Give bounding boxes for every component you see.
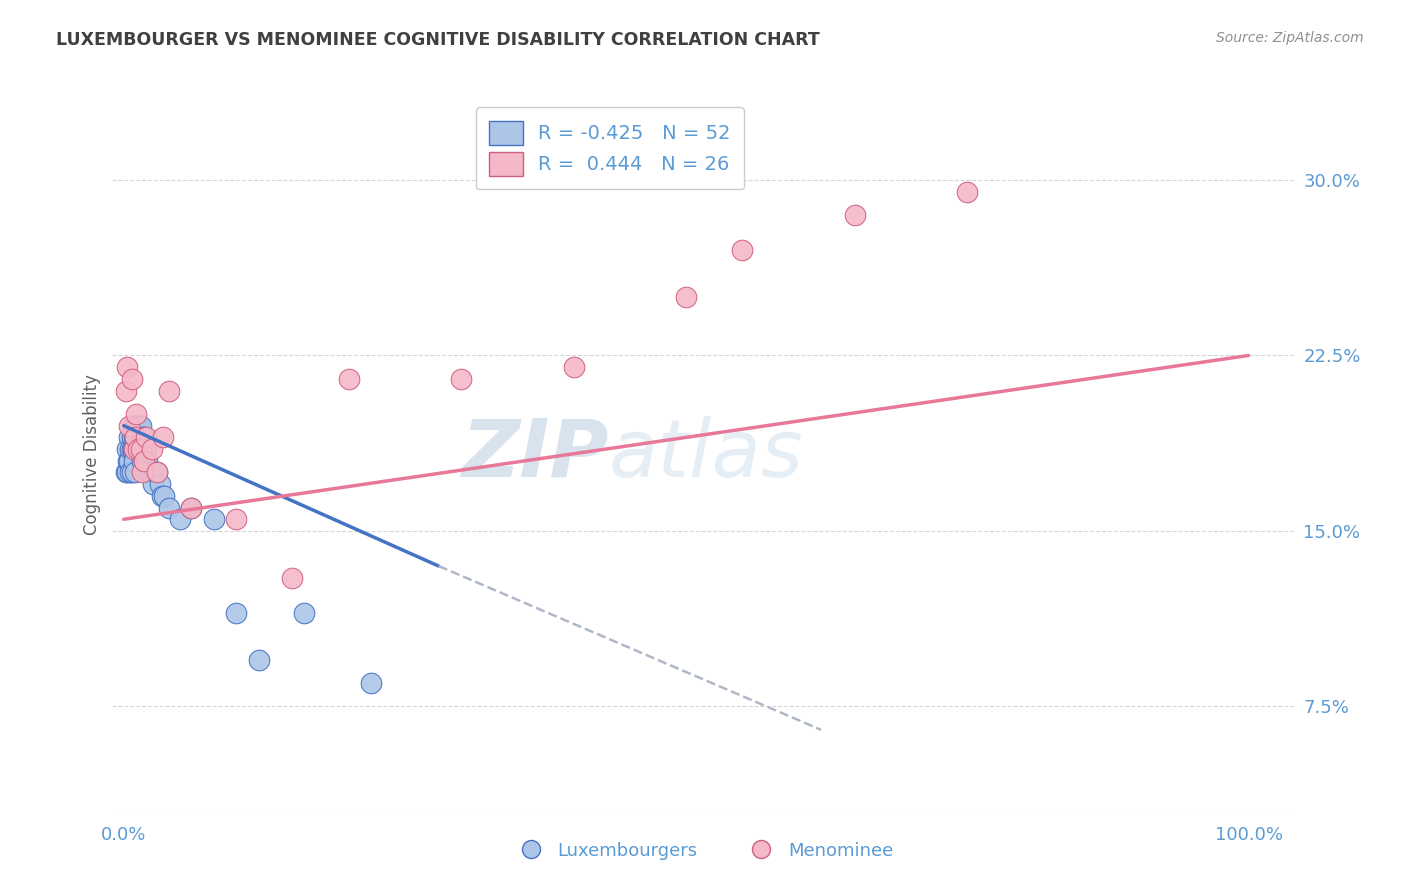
Point (131, 430, 153, 444)
Point (121, 442, 143, 456)
Point (115, 466, 138, 480)
Point (117, 454, 139, 468)
Point (121, 442, 143, 456)
Point (118, 454, 141, 468)
Point (135, 430, 157, 444)
Point (202, 512, 225, 526)
Point (135, 442, 157, 456)
Point (121, 372, 143, 386)
Point (132, 454, 155, 468)
Point (731, 243, 754, 257)
Point (122, 442, 145, 456)
Point (122, 454, 145, 468)
Point (157, 500, 180, 515)
Point (124, 418, 146, 433)
Point (128, 418, 150, 433)
Point (149, 477, 172, 491)
Point (131, 454, 153, 468)
Point (127, 442, 149, 456)
Point (124, 442, 146, 456)
Point (118, 430, 141, 444)
Point (127, 442, 149, 456)
Point (146, 466, 169, 480)
Point (132, 430, 155, 444)
Point (139, 466, 162, 480)
Point (127, 442, 149, 456)
Y-axis label: Cognitive Disability: Cognitive Disability (83, 375, 101, 535)
Point (134, 442, 156, 456)
Point (360, 676, 382, 690)
Point (675, 290, 697, 304)
Point (132, 454, 155, 468)
Point (157, 384, 180, 398)
Point (127, 418, 149, 433)
Point (118, 418, 141, 433)
Text: atlas: atlas (609, 416, 803, 494)
Point (115, 442, 138, 456)
Point (128, 442, 150, 456)
Point (281, 571, 304, 585)
Point (115, 466, 138, 480)
Point (120, 442, 142, 456)
Point (136, 454, 159, 468)
Point (122, 430, 145, 444)
Point (146, 466, 169, 480)
Point (150, 489, 173, 503)
Point (131, 466, 153, 480)
Point (132, 442, 155, 456)
Text: 100.0%: 100.0% (1215, 826, 1282, 844)
Point (225, 512, 247, 526)
Point (129, 418, 152, 433)
Text: Source: ZipAtlas.com: Source: ZipAtlas.com (1216, 31, 1364, 45)
Point (138, 466, 160, 480)
Point (180, 500, 202, 515)
Point (125, 418, 148, 433)
Point (127, 418, 149, 433)
Point (152, 430, 174, 444)
Text: 0.0%: 0.0% (101, 826, 146, 844)
Point (121, 418, 143, 433)
Point (225, 606, 247, 620)
Point (141, 442, 163, 456)
Point (844, 208, 866, 222)
Point (129, 442, 152, 456)
Point (125, 407, 148, 421)
Point (450, 372, 472, 386)
Text: ZIP: ZIP (461, 416, 609, 494)
Point (956, 185, 979, 199)
Point (124, 430, 146, 444)
Point (337, 372, 360, 386)
Point (143, 466, 166, 480)
Point (115, 360, 138, 375)
Point (129, 442, 152, 456)
Point (562, 360, 585, 375)
Point (115, 384, 138, 398)
Point (292, 606, 315, 620)
Point (124, 466, 146, 480)
Text: LUXEMBOURGER VS MENOMINEE COGNITIVE DISABILITY CORRELATION CHART: LUXEMBOURGER VS MENOMINEE COGNITIVE DISA… (56, 31, 820, 49)
Point (121, 430, 143, 444)
Point (153, 489, 176, 503)
Point (247, 653, 270, 667)
Point (120, 466, 142, 480)
Point (125, 442, 148, 456)
Point (121, 466, 143, 480)
Point (169, 512, 191, 526)
Legend: Luxembourgers, Menominee: Luxembourgers, Menominee (505, 835, 901, 867)
Point (180, 500, 202, 515)
Point (142, 477, 165, 491)
